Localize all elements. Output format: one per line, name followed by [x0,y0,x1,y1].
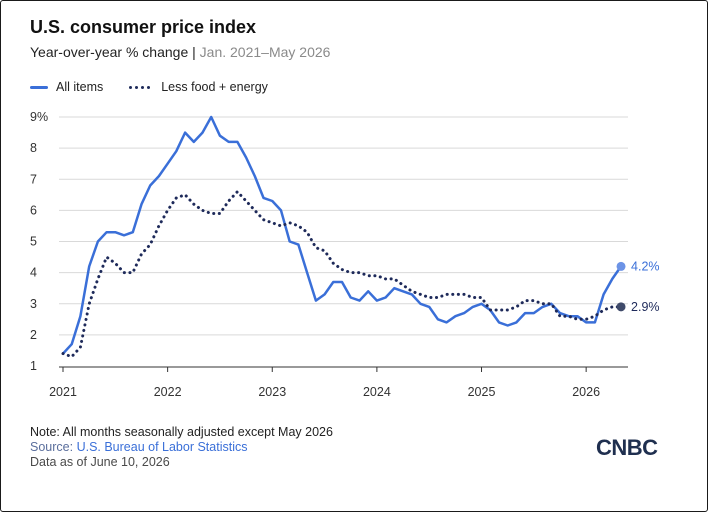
legend-label-core: Less food + energy [161,80,268,94]
end-point-all-items [616,261,626,271]
end-label-all-items: 4.2% [631,259,660,273]
x-tick-label: 2026 [572,385,600,399]
y-tick-label: 3 [30,297,37,311]
x-tick-label: 2024 [363,385,391,399]
grid-layer [59,116,628,372]
subtitle-separator: | [192,44,196,60]
note-text: Note: All months seasonally adjusted exc… [30,425,333,439]
y-tick-label: 2 [30,328,37,342]
x-tick-label: 2023 [258,385,286,399]
y-tick-label: 4 [30,266,37,280]
chart-footnote: Note: All months seasonally adjusted exc… [30,425,333,470]
y-tick-label: 6 [30,203,37,217]
subtitle-date-range: Jan. 2021–May 2026 [199,44,331,60]
series-layer [61,115,626,359]
legend-item-all-items: All items [30,80,103,94]
chart-subtitle: Year-over-year % change | Jan. 2021–May … [30,44,330,60]
subtitle-main: Year-over-year % change [30,44,189,60]
data-as-of: Data as of June 10, 2026 [30,455,170,469]
x-tick-label: 2022 [154,385,182,399]
chart-legend: All items Less food + energy [30,80,294,94]
source-label: Source: [30,440,77,454]
source-line: Source: U.S. Bureau of Labor Statistics [30,440,333,455]
legend-item-core: Less food + energy [129,80,268,94]
series-line-all-items [61,115,623,355]
x-tick-label: 2021 [49,385,77,399]
legend-label-all-items: All items [56,80,104,94]
y-tick-label: 1 [30,359,37,373]
y-tick-label: 9% [30,110,48,124]
x-tick-label: 2025 [468,385,496,399]
y-tick-label: 7 [30,172,37,186]
y-tick-label: 5 [30,235,37,249]
source-link[interactable]: U.S. Bureau of Labor Statistics [76,440,248,454]
end-point-core [616,302,626,312]
y-tick-label: 8 [30,141,37,155]
legend-swatch-solid [30,85,48,89]
cnbc-logo: CNBC [596,435,658,460]
chart-title: U.S. consumer price index [30,17,257,37]
label-layer: 1 2 3 4 5 6 7 8 9% 2021 2022 2023 2024 2025 2026 4.2% 2.… [30,110,660,399]
legend-swatch-dotted [129,85,153,89]
end-label-core: 2.9% [631,300,660,314]
series-line-core [61,190,623,359]
